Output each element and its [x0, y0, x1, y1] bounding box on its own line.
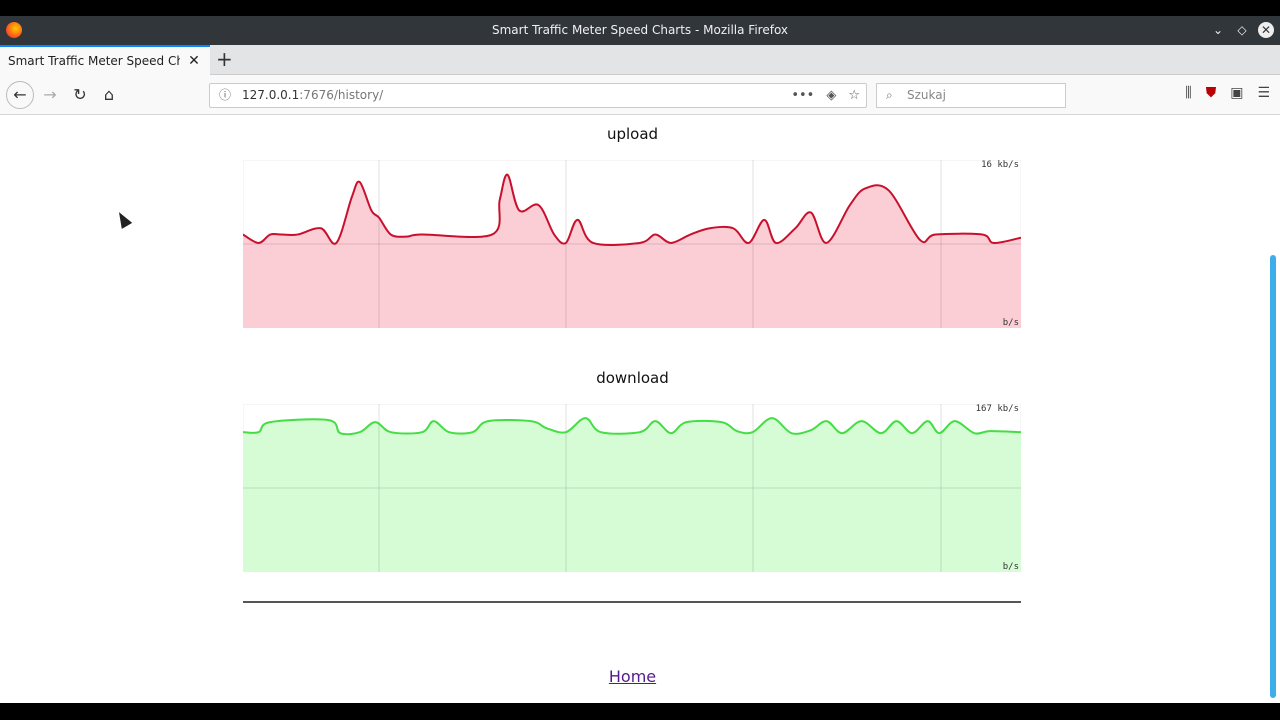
download-chart: 167 kb/s b/s — [243, 404, 1021, 572]
mouse-cursor-icon — [113, 209, 133, 229]
library-icon[interactable]: ⫼ — [1185, 85, 1192, 101]
scrollbar-thumb[interactable] — [1270, 255, 1276, 698]
firefox-logo-icon — [6, 22, 22, 38]
page-actions-icon[interactable]: ••• — [791, 88, 815, 103]
upload-unit-label: b/s — [1002, 318, 1019, 328]
download-chart-svg — [243, 404, 1021, 572]
home-button[interactable]: ⌂ — [103, 85, 115, 104]
info-icon[interactable]: ⓘ — [219, 88, 232, 102]
page-content: upload 16 kb/s b/s download 167 kb/s b/s… — [0, 115, 1280, 703]
close-tab-icon[interactable]: ✕ — [188, 53, 200, 69]
menu-icon[interactable]: ☰ — [1257, 85, 1270, 101]
divider — [243, 601, 1021, 603]
download-area-fill — [243, 418, 1021, 572]
upload-chart-svg — [243, 160, 1021, 328]
window-title: Smart Traffic Meter Speed Charts - Mozil… — [491, 23, 789, 37]
nav-bar: ← → ↻ ⌂ ⓘ 127.0.0.1:7676/history/ ••• ◈ … — [0, 75, 1280, 115]
upload-chart: 16 kb/s b/s — [243, 160, 1021, 328]
home-link[interactable]: Home — [608, 667, 657, 686]
tab-bar: Smart Traffic Meter Speed Charts ✕ + — [0, 45, 1280, 75]
search-input[interactable]: ⌕ Szukaj — [876, 83, 1066, 108]
download-unit-label: b/s — [1002, 562, 1019, 572]
forward-button[interactable]: → — [43, 85, 57, 104]
tab-active[interactable]: Smart Traffic Meter Speed Charts ✕ — [0, 45, 210, 75]
window-titlebar: Smart Traffic Meter Speed Charts - Mozil… — [0, 16, 1280, 45]
close-window-icon[interactable]: ✕ — [1258, 22, 1274, 38]
url-path: :7676/history/ — [299, 88, 384, 102]
bookmark-star-icon[interactable]: ☆ — [848, 88, 860, 103]
screen-top — [0, 0, 1280, 16]
upload-area-fill — [243, 174, 1021, 328]
ublock-shield-icon[interactable]: ⛊ — [1205, 85, 1217, 101]
sidebar-icon[interactable]: ▣ — [1230, 85, 1244, 101]
url-host: 127.0.0.1 — [242, 88, 300, 102]
back-button[interactable]: ← — [6, 81, 34, 109]
download-series-line — [243, 417, 1021, 436]
maximize-icon[interactable]: ◇ — [1237, 23, 1247, 37]
upload-max-label: 16 kb/s — [981, 160, 1019, 170]
pocket-icon[interactable]: ◈ — [826, 88, 837, 103]
minimize-icon[interactable]: ⌄ — [1212, 23, 1224, 37]
search-placeholder: Szukaj — [907, 88, 946, 102]
download-max-label: 167 kb/s — [975, 404, 1019, 414]
upload-chart-title: upload — [606, 125, 659, 143]
reload-button[interactable]: ↻ — [73, 85, 87, 104]
url-bar[interactable]: ⓘ 127.0.0.1:7676/history/ ••• ◈ ☆ — [209, 83, 867, 108]
new-tab-button[interactable]: + — [216, 47, 233, 71]
tab-label: Smart Traffic Meter Speed Charts — [8, 54, 180, 68]
download-chart-title: download — [596, 369, 669, 387]
upload-series-line — [243, 173, 1021, 247]
screen-bottom — [0, 703, 1280, 720]
search-icon: ⌕ — [886, 88, 893, 102]
